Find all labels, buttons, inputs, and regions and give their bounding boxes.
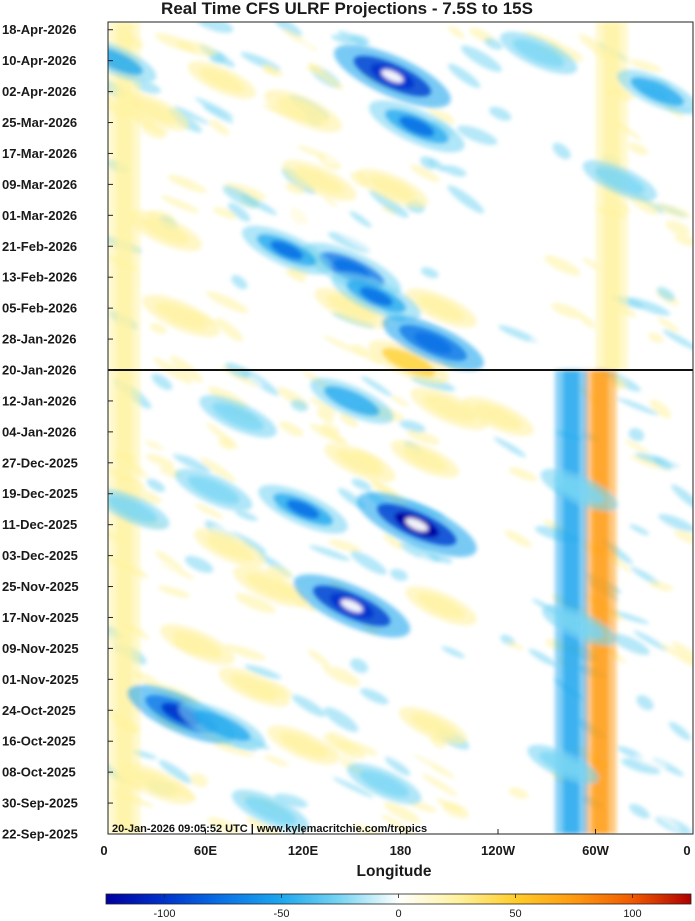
wave-band-core [592, 370, 609, 834]
anomaly-blob [117, 91, 190, 131]
anomaly-blob [356, 492, 477, 558]
y-axis: 18-Apr-2026 10-Apr-2026 02-Apr-2026 25-Mar-… [2, 22, 113, 842]
chart-title: Real Time CFS ULRF Projections - 7.5S to… [161, 0, 533, 18]
anomaly-blob [398, 706, 468, 745]
y-tick-label: 13-Feb-2026 [2, 270, 77, 285]
anomaly-blob [267, 725, 339, 765]
anomaly-blob [174, 468, 253, 512]
anomaly-blob [582, 160, 657, 201]
anomaly-blob [527, 744, 599, 784]
x-tick-label: 60W [582, 843, 609, 858]
x-tick-label: 120E [288, 843, 319, 858]
y-tick-label: 08-Oct-2025 [2, 765, 76, 780]
anomaly-blob [331, 272, 421, 321]
x-tick-label: 0 [100, 843, 107, 858]
anomaly-blob [108, 488, 170, 530]
x-tick-label: 60E [194, 843, 217, 858]
anomaly-blob [108, 38, 157, 83]
anomaly-blob [405, 586, 477, 626]
y-tick-label: 27-Dec-2025 [2, 455, 78, 470]
colorbar: -100 -50 0 50 100 [105, 893, 692, 920]
y-tick-label: 18-Apr-2026 [2, 22, 76, 37]
wave-band-core [116, 22, 133, 834]
y-tick-label: 22-Sep-2025 [2, 827, 78, 842]
anomaly-field-layer [108, 22, 693, 834]
y-tick-label: 28-Jan-2026 [2, 332, 76, 347]
anomaly-blob [617, 69, 693, 114]
anomaly-blob [160, 624, 235, 665]
y-tick-label: 24-Oct-2025 [2, 703, 76, 718]
anomaly-blob [356, 168, 428, 208]
anomaly-blob [347, 763, 422, 805]
anomaly-blob [410, 387, 488, 430]
anomaly-blob [310, 378, 394, 424]
y-tick-label: 25-Nov-2025 [2, 579, 79, 594]
y-tick-label: 05-Feb-2026 [2, 301, 77, 316]
anomaly-blob [142, 294, 220, 338]
anomaly-field [108, 22, 693, 834]
anomaly-blob [218, 667, 290, 707]
y-tick-label: 09-Nov-2025 [2, 641, 79, 656]
x-tick-label: 120W [481, 843, 516, 858]
y-tick-label: 01-Mar-2026 [2, 208, 77, 223]
colorbar-tick-label: 50 [509, 908, 521, 920]
x-tick-label: 0 [683, 843, 690, 858]
y-tick-label: 25-Mar-2026 [2, 115, 77, 130]
y-tick-label: 09-Mar-2026 [2, 177, 77, 192]
anomaly-blob [382, 315, 484, 371]
credit-text: 20-Jan-2026 09:05:52 UTC | www.kylemacri… [112, 823, 427, 835]
y-tick-label: 04-Jan-2026 [2, 424, 76, 439]
colorbar-tick-label: -100 [153, 908, 175, 920]
anomaly-blob [293, 574, 411, 638]
y-tick-label: 21-Feb-2026 [2, 239, 77, 254]
wave-band-core [603, 22, 620, 370]
anomaly-blob [324, 443, 396, 483]
anomaly-blob [499, 31, 578, 75]
anomaly-blob [231, 789, 310, 832]
anomaly-blob [462, 396, 534, 436]
anomaly-blob [368, 100, 465, 153]
anomaly-blob [119, 763, 194, 805]
anomaly-blob [540, 468, 618, 512]
y-tick-label: 02-Apr-2026 [2, 84, 76, 99]
anomaly-blob [199, 395, 277, 438]
anomaly-blob [178, 702, 265, 750]
y-tick-label: 17-Mar-2026 [2, 146, 77, 161]
y-tick-label: 30-Sep-2025 [2, 796, 78, 811]
anomaly-blob [264, 89, 342, 133]
x-tick-label: 180 [390, 843, 412, 858]
x-axis: 0 60E 120E 180 120W 60W 0 [100, 829, 694, 858]
colorbar-tick-label: -50 [274, 908, 290, 920]
colorbar-ticks: -100 -50 0 50 100 [153, 894, 642, 920]
anomaly-blob [333, 44, 451, 108]
y-tick-label: 16-Oct-2025 [2, 734, 76, 749]
x-axis-label: Longitude [357, 863, 432, 880]
anomaly-blob [542, 604, 617, 646]
anomaly-blob [258, 484, 348, 534]
y-tick-label: 10-Apr-2026 [2, 53, 76, 68]
y-tick-label: 03-Dec-2025 [2, 548, 78, 563]
anomaly-blob [405, 288, 477, 328]
anomaly-blob [127, 210, 202, 252]
y-tick-label: 17-Nov-2025 [2, 610, 79, 625]
colorbar-tick-label: 0 [395, 908, 401, 920]
y-tick-label: 11-Dec-2025 [2, 517, 77, 532]
anomaly-blob [314, 287, 389, 329]
y-tick-label: 01-Nov-2025 [2, 672, 79, 687]
anomaly-blob [242, 225, 332, 275]
anomaly-blob [194, 528, 266, 568]
y-tick-label: 19-Dec-2025 [2, 486, 78, 501]
anomaly-blob [187, 61, 256, 99]
colorbar-tick-label: 100 [623, 908, 641, 920]
anomaly-blob [233, 566, 308, 607]
plot-area [107, 21, 694, 835]
y-tick-label: 20-Jan-2026 [2, 363, 76, 378]
anomaly-blob [282, 160, 357, 201]
anomaly-blob [390, 440, 459, 478]
y-tick-label: 12-Jan-2026 [2, 393, 76, 408]
